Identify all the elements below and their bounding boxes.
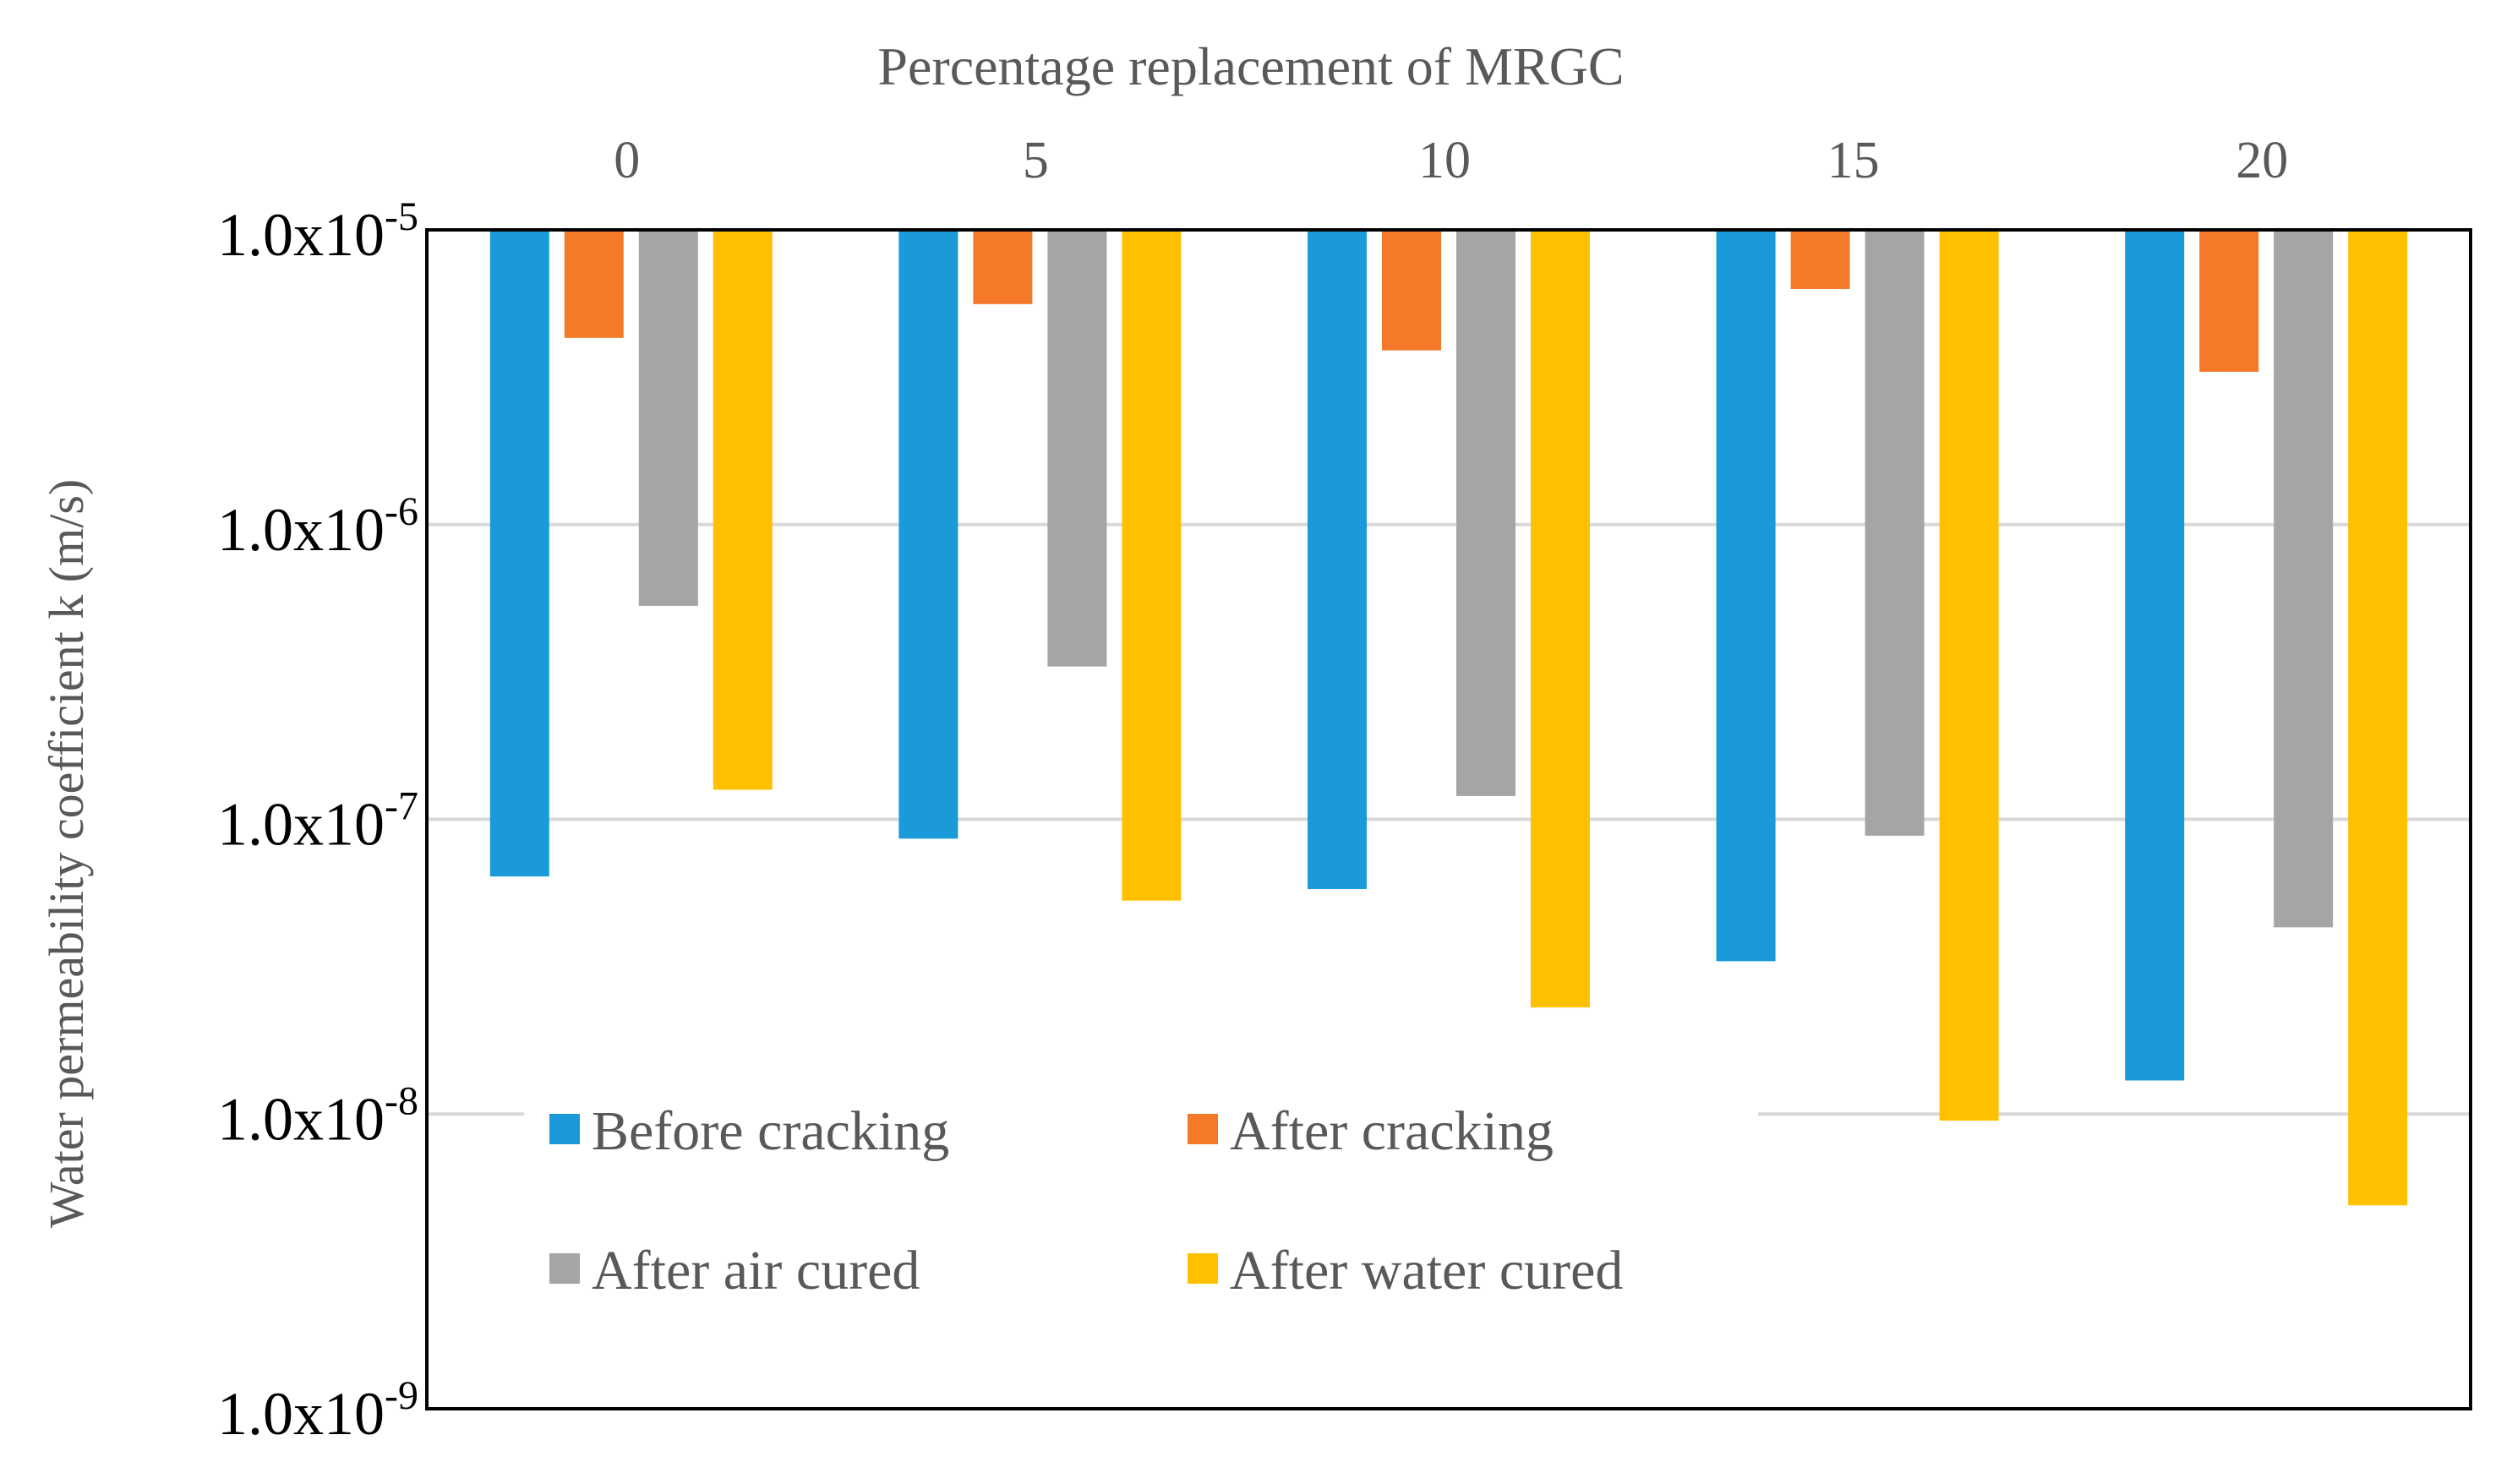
legend-background (524, 1073, 1758, 1327)
bar-after-cracking-10 (1382, 230, 1441, 351)
bar-after-cracking-5 (973, 230, 1033, 304)
legend-label-after-air-cured: After air cured (592, 1240, 920, 1301)
bar-after-water-cured-15 (1939, 230, 1999, 1121)
y-tick-label: 1.0x10-8 (217, 1078, 418, 1153)
bar-before-cracking-5 (898, 230, 958, 839)
y-tick-label: 1.0x10-9 (217, 1373, 418, 1448)
legend-swatch-after-water-cured (1188, 1253, 1218, 1284)
bars (489, 230, 2408, 1206)
bar-after-air-cured-20 (2274, 230, 2334, 928)
bar-before-cracking-10 (1308, 230, 1367, 890)
bar-after-cracking-15 (1790, 230, 1850, 289)
x-axis-title: Percentage replacement of MRGC (877, 36, 1624, 96)
legend-swatch-after-air-cured (549, 1253, 580, 1284)
bar-after-cracking-20 (2199, 230, 2259, 372)
bar-after-cracking-0 (564, 230, 624, 338)
bar-after-water-cured-5 (1122, 230, 1182, 901)
x-tick-label: 5 (1023, 132, 1049, 189)
y-tick-labels: 1.0x10-5 1.0x10-6 1.0x10-7 1.0x10-8 1.0x10-9 (217, 194, 418, 1448)
bar-after-air-cured-0 (638, 230, 698, 606)
y-tick-label: 1.0x10-6 (217, 489, 418, 564)
legend-label-after-cracking: After cracking (1230, 1100, 1554, 1162)
y-axis-title: Water permeability coefficient k (m/s) (39, 479, 94, 1228)
bar-after-air-cured-15 (1865, 230, 1925, 836)
x-tick-labels: 0 5 10 15 20 (614, 132, 2288, 189)
y-tick-label: 1.0x10-7 (217, 784, 418, 859)
bar-before-cracking-15 (1716, 230, 1776, 962)
x-tick-label: 0 (614, 132, 640, 189)
bar-after-air-cured-5 (1047, 230, 1107, 667)
legend: Before cracking After cracking After air c… (524, 1073, 1758, 1327)
bar-before-cracking-0 (489, 230, 549, 877)
plot-border (425, 228, 2472, 1410)
legend-label-after-water-cured: After water cured (1230, 1240, 1623, 1301)
legend-label-before-cracking: Before cracking (592, 1100, 949, 1162)
bar-before-cracking-20 (2125, 230, 2185, 1081)
bar-after-water-cured-0 (713, 230, 773, 790)
x-tick-label: 20 (2236, 132, 2288, 189)
x-tick-label: 10 (1418, 132, 1471, 189)
legend-swatch-before-cracking (549, 1114, 580, 1144)
legend-swatch-after-cracking (1188, 1114, 1218, 1144)
x-tick-label: 15 (1827, 132, 1880, 189)
bar-after-air-cured-10 (1456, 230, 1515, 796)
bar-after-water-cured-10 (1531, 230, 1590, 1008)
y-tick-label: 1.0x10-5 (217, 194, 418, 269)
bar-after-water-cured-20 (2348, 230, 2408, 1206)
